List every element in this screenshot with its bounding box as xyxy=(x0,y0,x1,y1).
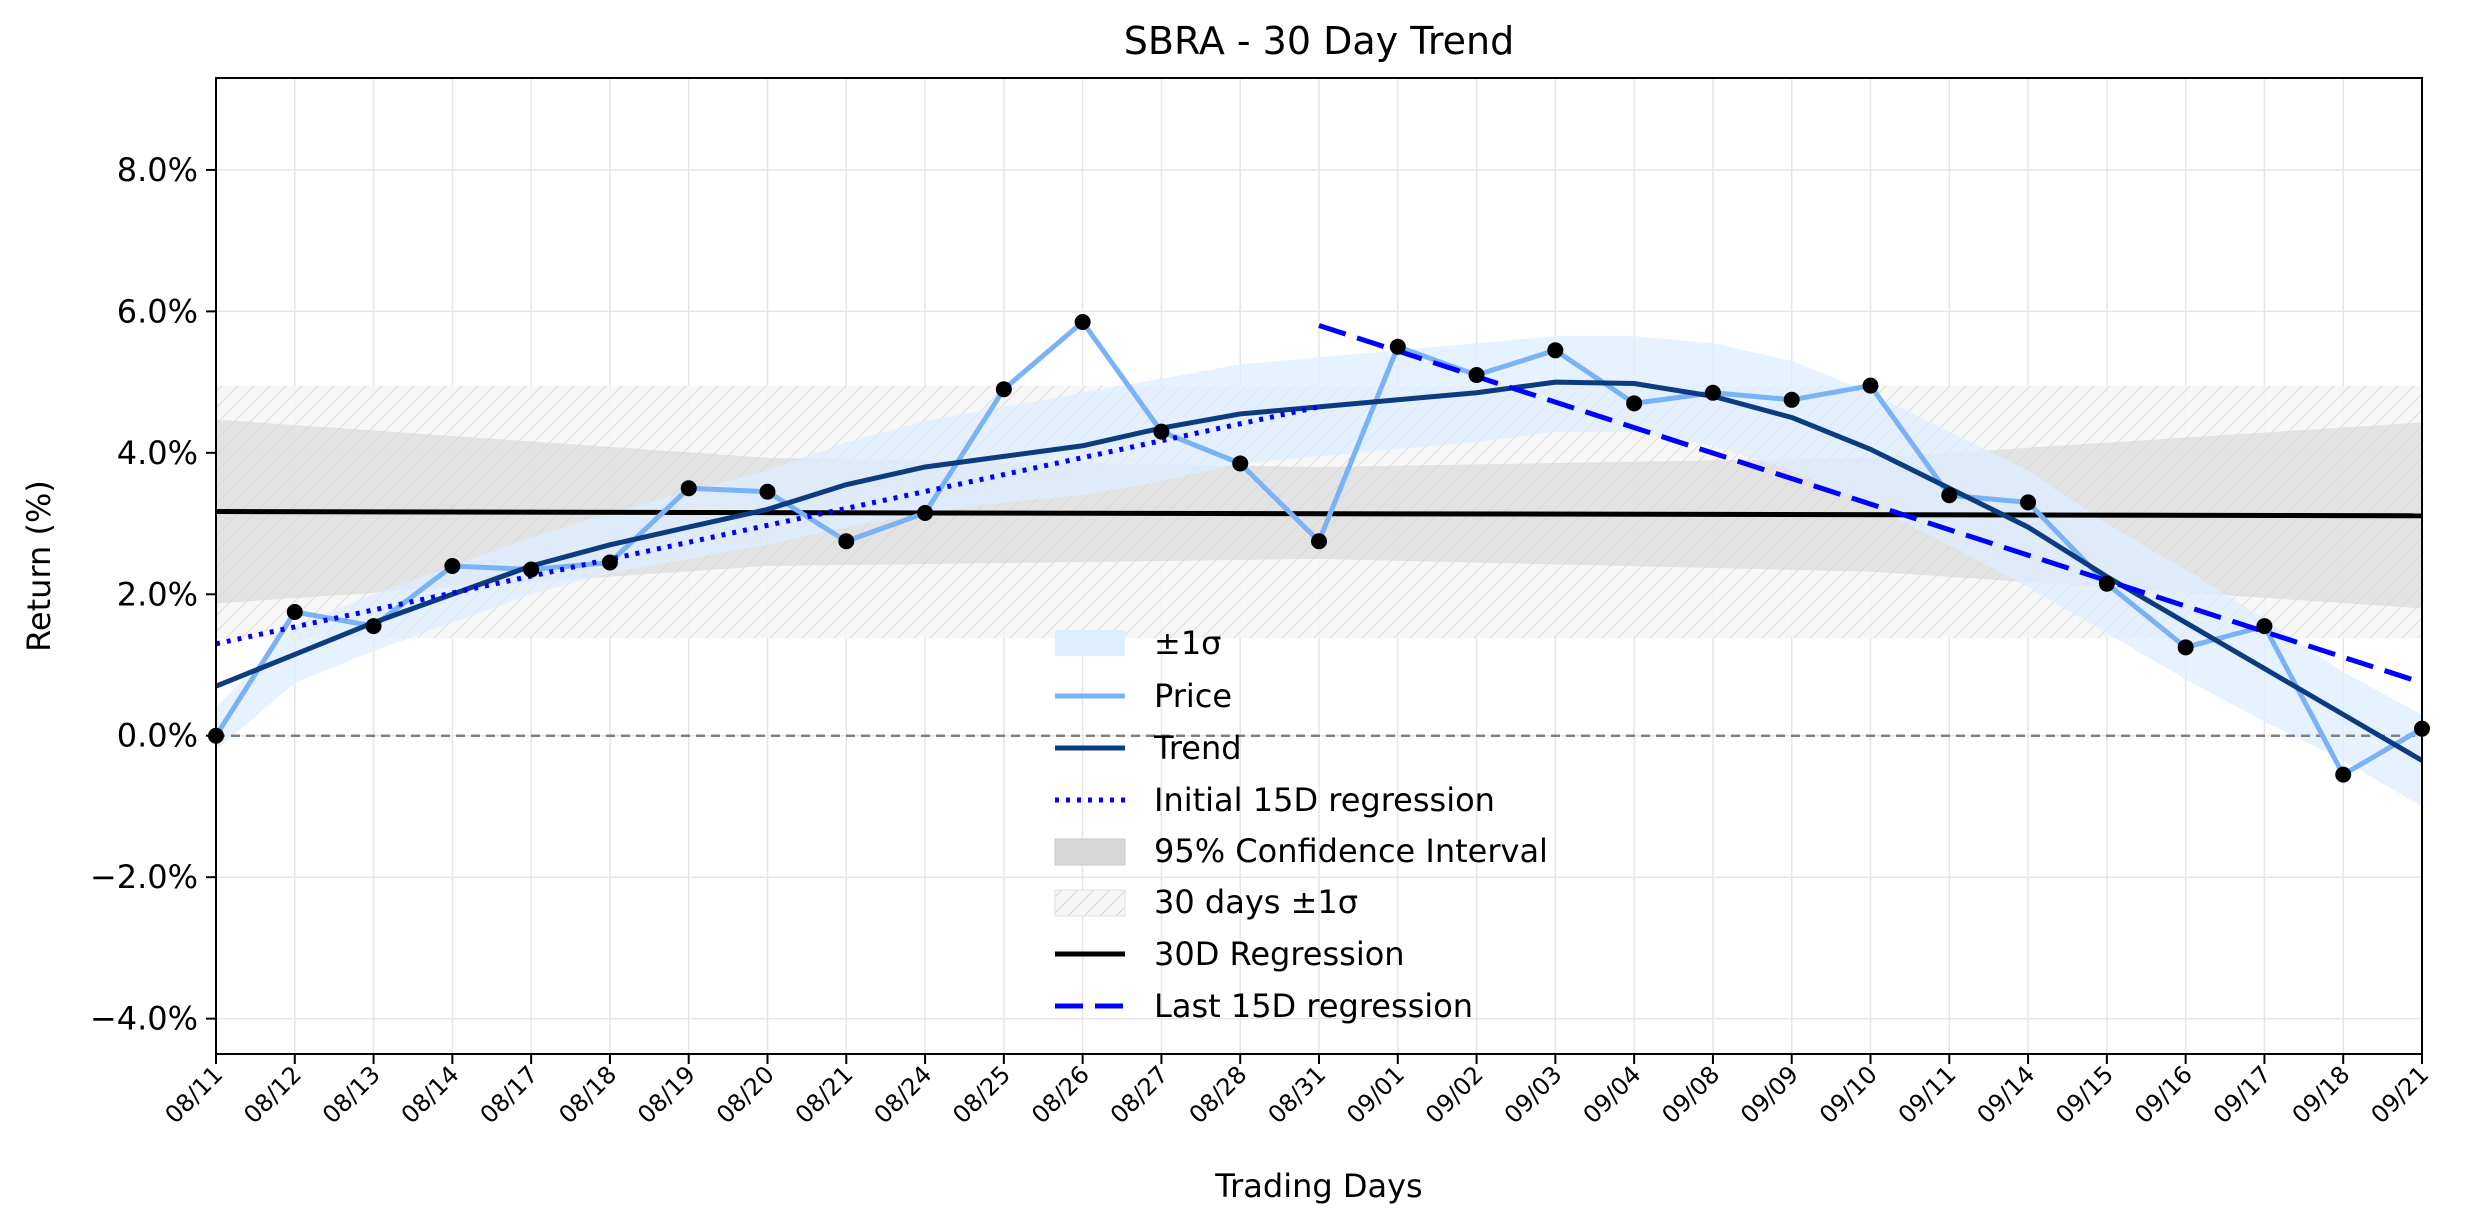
legend-confidence-label: 95% Confidence Interval xyxy=(1154,832,1548,870)
price-point xyxy=(286,603,303,620)
x-tick-label: 08/18 xyxy=(553,1060,622,1129)
x-tick-label: 09/08 xyxy=(1656,1060,1725,1129)
y-tick-label: 0.0% xyxy=(117,717,198,755)
price-point xyxy=(1862,377,1879,394)
price-point xyxy=(995,381,1012,398)
sigma-band xyxy=(216,336,2422,807)
price-point xyxy=(444,558,461,574)
x-tick-label: 09/01 xyxy=(1341,1060,1410,1129)
x-tick-label: 09/18 xyxy=(2287,1060,2356,1129)
trend-line xyxy=(216,379,2422,763)
y-tick-label: 4.0% xyxy=(117,434,198,472)
price-point xyxy=(1547,342,1564,359)
legend-sigma-swatch xyxy=(1055,630,1125,656)
x-tick-label: 08/28 xyxy=(1184,1060,1253,1129)
initial-regression-line xyxy=(216,404,1320,647)
x-tick-label: 09/11 xyxy=(1893,1060,1962,1129)
price-point xyxy=(1389,338,1406,355)
price-point xyxy=(2256,618,2273,635)
price-point xyxy=(1626,395,1643,412)
x-tick-label: 08/26 xyxy=(1026,1060,1095,1129)
price-point xyxy=(1232,455,1249,472)
legend-30d-band-label: 30 days ±1σ xyxy=(1154,883,1358,921)
price-point xyxy=(1468,367,1485,384)
x-tick-label: 09/16 xyxy=(2129,1060,2198,1129)
x-tick-label: 09/21 xyxy=(2366,1060,2435,1129)
price-point xyxy=(523,561,540,578)
x-tick-label: 08/24 xyxy=(869,1060,938,1129)
price-point xyxy=(917,504,934,521)
price-point xyxy=(1311,533,1327,550)
x-tick-label: 09/10 xyxy=(1814,1060,1883,1129)
x-tick-label: 08/19 xyxy=(632,1060,701,1129)
y-tick-label: 2.0% xyxy=(117,575,198,613)
price-point xyxy=(1783,391,1800,408)
markers-layer xyxy=(208,314,2430,783)
price-point xyxy=(2335,766,2352,783)
legend-confidence-swatch xyxy=(1054,838,1126,866)
x-axis-label: Trading Days xyxy=(1214,1167,1422,1205)
price-point xyxy=(2098,575,2115,592)
chart-title: SBRA - 30 Day Trend xyxy=(1124,19,1514,63)
price-point xyxy=(601,554,618,571)
price-point xyxy=(1941,487,1958,504)
price-point xyxy=(1704,384,1721,401)
y-tick-label: 8.0% xyxy=(117,151,198,189)
x-tick-label: 08/31 xyxy=(1263,1060,1332,1129)
x-tick-label: 09/17 xyxy=(2208,1060,2277,1129)
x-tick-label: 09/14 xyxy=(1972,1060,2041,1129)
x-tick-label: 08/17 xyxy=(475,1060,544,1129)
price-point xyxy=(365,618,382,635)
legend-initial-regression-label: Initial 15D regression xyxy=(1154,781,1495,819)
x-tick-label: 08/27 xyxy=(1105,1060,1174,1129)
x-tick-label: 09/03 xyxy=(1499,1060,1568,1129)
price-point xyxy=(759,483,776,500)
legend-trend-label: Trend xyxy=(1153,729,1242,767)
legend-price-label: Price xyxy=(1154,677,1232,715)
legend-30d-regression-label: 30D Regression xyxy=(1154,935,1405,973)
x-tick-label: 08/11 xyxy=(160,1060,229,1129)
price-point xyxy=(2177,639,2194,656)
x-tick-label: 09/02 xyxy=(1420,1060,1489,1129)
legend-30d-band-swatch xyxy=(1054,889,1126,917)
y-axis: −4.0% −2.0% 0.0% 2.0% 4.0% 6.0% 8.0% xyxy=(90,151,216,1038)
price-point xyxy=(680,480,697,497)
last-regression-line xyxy=(1318,323,2422,686)
price-point xyxy=(2020,494,2037,511)
x-tick-label: 09/09 xyxy=(1735,1060,1804,1129)
legend: ±1σ Price Trend Initial 15D regression 9… xyxy=(1054,624,1548,1025)
legend-last-regression-label: Last 15D regression xyxy=(1154,987,1473,1025)
price-point xyxy=(838,533,855,550)
x-tick-label: 09/04 xyxy=(1578,1060,1647,1129)
y-axis-label: Return (%) xyxy=(20,480,58,652)
x-tick-label: 09/15 xyxy=(2050,1060,2119,1129)
x-tick-label: 08/20 xyxy=(711,1060,780,1129)
y-tick-label: −4.0% xyxy=(90,1000,198,1038)
x-tick-label: 08/12 xyxy=(238,1060,307,1129)
x-axis: 08/11 08/12 08/13 08/14 08/17 08/18 08/19 08/20… xyxy=(160,1054,2435,1129)
y-tick-label: 6.0% xyxy=(117,292,198,330)
price-point xyxy=(1153,423,1170,440)
x-tick-label: 08/21 xyxy=(790,1060,859,1129)
price-point xyxy=(1074,314,1091,330)
legend-sigma-label: ±1σ xyxy=(1154,624,1221,662)
x-tick-label: 08/14 xyxy=(396,1060,465,1129)
regression-30d-line xyxy=(216,509,2422,519)
x-tick-label: 08/25 xyxy=(947,1060,1016,1129)
y-tick-label: −2.0% xyxy=(90,858,198,896)
x-tick-label: 08/13 xyxy=(317,1060,386,1129)
